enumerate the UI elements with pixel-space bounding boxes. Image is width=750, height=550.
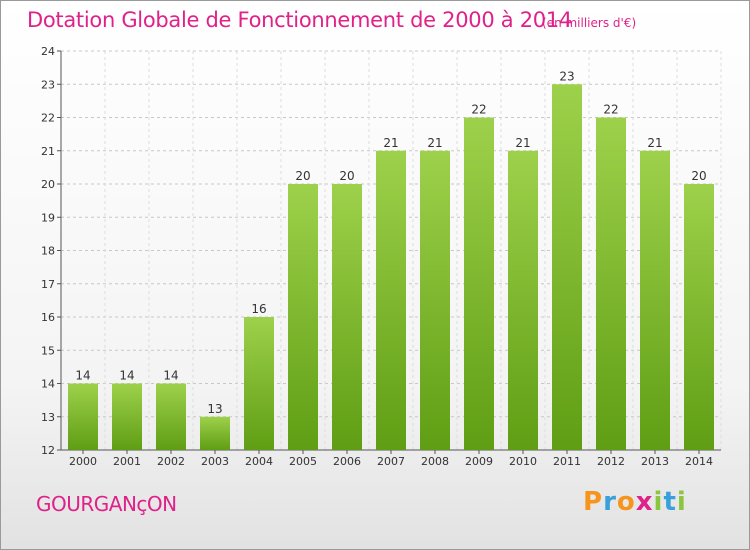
logo-letter: i bbox=[676, 487, 687, 517]
bar bbox=[200, 416, 230, 450]
data-label: 20 bbox=[295, 169, 310, 183]
y-tick-label: 20 bbox=[41, 178, 55, 191]
bar bbox=[156, 383, 186, 450]
y-tick-label: 22 bbox=[41, 112, 55, 125]
y-tick-label: 21 bbox=[41, 145, 55, 158]
bar bbox=[68, 383, 98, 450]
data-label: 23 bbox=[559, 69, 574, 83]
bar bbox=[420, 150, 450, 450]
logo-letter: o bbox=[616, 487, 636, 517]
data-label: 14 bbox=[163, 369, 178, 383]
logo-letter: t bbox=[663, 487, 677, 517]
bar bbox=[508, 150, 538, 450]
logo-letter: P bbox=[583, 487, 604, 517]
chart-unit: (en milliers d'€) bbox=[542, 16, 637, 30]
x-tick-label: 2011 bbox=[553, 455, 581, 468]
bar bbox=[464, 117, 494, 450]
x-tick-label: 2013 bbox=[641, 455, 669, 468]
data-label: 20 bbox=[691, 169, 706, 183]
data-label: 21 bbox=[515, 136, 530, 150]
y-tick-label: 12 bbox=[41, 444, 55, 457]
chart-title: Dotation Globale de Fonctionnement de 20… bbox=[27, 8, 572, 32]
x-tick-label: 2004 bbox=[245, 455, 273, 468]
proxiti-logo: Proxiti bbox=[583, 487, 687, 517]
x-tick-label: 2008 bbox=[421, 455, 449, 468]
data-label: 13 bbox=[207, 402, 222, 416]
bar bbox=[596, 117, 626, 450]
x-tick-label: 2003 bbox=[201, 455, 229, 468]
bar bbox=[288, 184, 318, 450]
commune-name: GOURGANçON bbox=[36, 492, 177, 516]
bar bbox=[684, 184, 714, 450]
x-tick-label: 2006 bbox=[333, 455, 361, 468]
data-label: 21 bbox=[383, 136, 398, 150]
data-label: 14 bbox=[119, 369, 134, 383]
bar bbox=[332, 184, 362, 450]
y-tick-label: 14 bbox=[41, 378, 55, 391]
x-tick-label: 2000 bbox=[69, 455, 97, 468]
y-tick-label: 19 bbox=[41, 211, 55, 224]
data-label: 22 bbox=[471, 103, 486, 117]
bar bbox=[552, 84, 582, 450]
y-tick-label: 16 bbox=[41, 311, 55, 324]
y-tick-label: 13 bbox=[41, 411, 55, 424]
bar bbox=[112, 383, 142, 450]
y-tick-label: 24 bbox=[41, 45, 55, 58]
logo-letter: i bbox=[653, 487, 664, 517]
y-tick-label: 18 bbox=[41, 245, 55, 258]
bar bbox=[244, 317, 274, 450]
x-tick-label: 2010 bbox=[509, 455, 537, 468]
x-tick-label: 2012 bbox=[597, 455, 625, 468]
y-tick-label: 15 bbox=[41, 344, 55, 357]
labels: 12 13 14 15 16 17 18 19 20 21 22 23 24 14 2000 14 2001 14… bbox=[41, 45, 713, 468]
x-tick-label: 2007 bbox=[377, 455, 405, 468]
data-label: 20 bbox=[339, 169, 354, 183]
y-tick-label: 23 bbox=[41, 78, 55, 91]
x-tick-label: 2014 bbox=[685, 455, 713, 468]
x-tick-label: 2001 bbox=[113, 455, 141, 468]
data-label: 14 bbox=[75, 369, 90, 383]
data-label: 21 bbox=[427, 136, 442, 150]
x-tick-label: 2002 bbox=[157, 455, 185, 468]
x-tick-label: 2005 bbox=[289, 455, 317, 468]
bar bbox=[376, 150, 406, 450]
y-tick-label: 17 bbox=[41, 278, 55, 291]
bar bbox=[640, 150, 670, 450]
data-label: 22 bbox=[603, 103, 618, 117]
logo-letter: r bbox=[603, 487, 617, 517]
logo-letter: x bbox=[635, 487, 654, 517]
x-tick-label: 2009 bbox=[465, 455, 493, 468]
bars bbox=[68, 84, 714, 450]
data-label: 21 bbox=[647, 136, 662, 150]
data-label: 16 bbox=[251, 302, 266, 316]
